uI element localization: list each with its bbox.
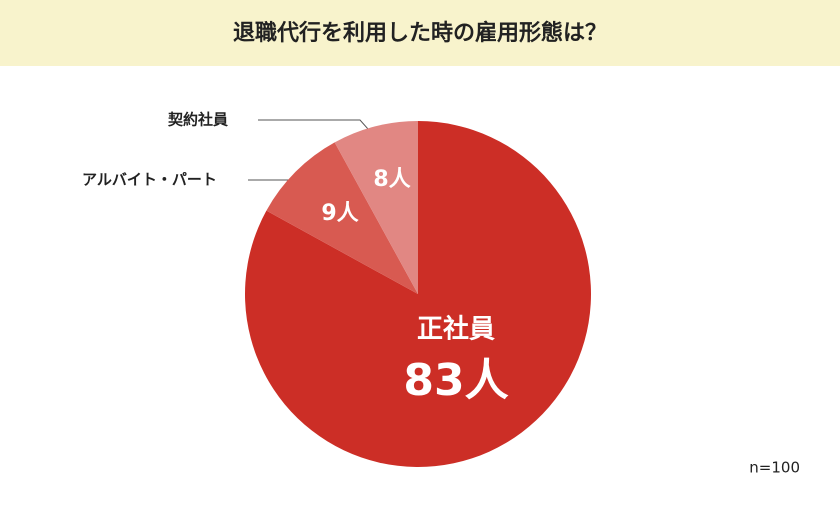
category-label: アルバイト・パート [82,171,217,189]
pie [245,121,591,467]
title-bar [0,0,840,66]
value-label: 8人 [373,167,410,192]
sample-size: n=100 [749,459,800,477]
category-label: 契約社員 [167,111,228,129]
value-label: 9人 [321,201,358,226]
chart-title: 退職代行を利用した時の雇用形態は？ [233,20,607,46]
category-label: 正社員 [417,314,495,345]
value-label: 83人 [403,355,508,406]
pie-slice [334,121,418,294]
pie-slice [266,142,418,294]
